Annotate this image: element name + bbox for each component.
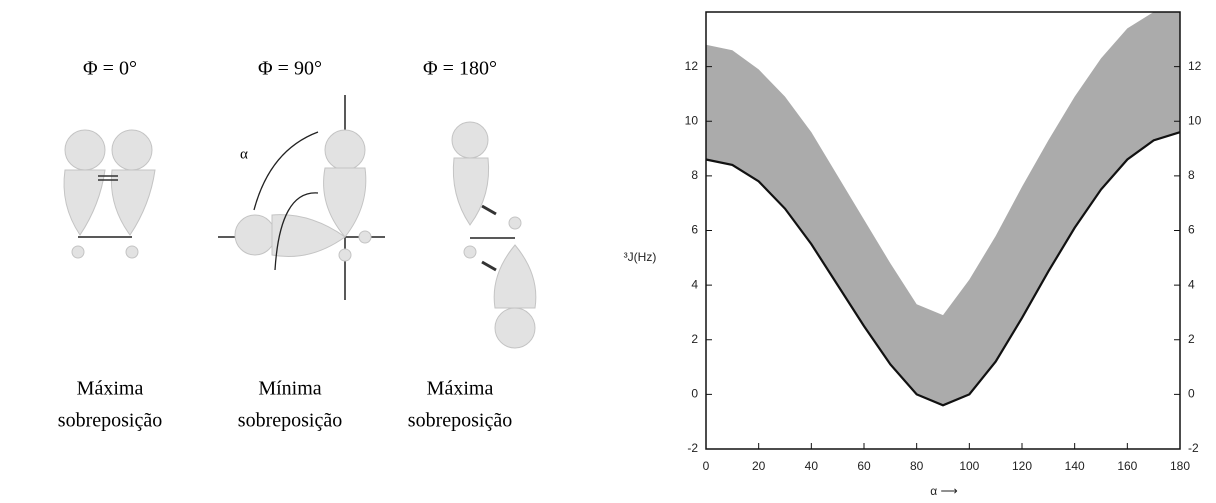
x-axis-label: α ⟶ [930, 484, 957, 498]
orbital [63, 169, 106, 236]
x-tick-label: 60 [857, 459, 871, 473]
y-axis-label: ³J(Hz) [624, 250, 657, 264]
orbital [463, 245, 477, 259]
angle-label: α [240, 146, 248, 162]
orbital [71, 245, 85, 259]
panel-caption: sobreposição [408, 410, 512, 432]
y-tick-label: 0 [691, 387, 698, 401]
orbital [452, 157, 490, 226]
y-tick-label: 10 [685, 113, 699, 127]
x-tick-label: 120 [1012, 459, 1032, 473]
orbital [125, 245, 139, 259]
y-tick-label: 8 [691, 168, 698, 182]
orbital [64, 129, 106, 171]
x-tick-label: 20 [752, 459, 766, 473]
y-tick-label: 2 [691, 332, 698, 346]
x-tick-label: 180 [1170, 459, 1190, 473]
panel-caption: Máxima [77, 378, 144, 400]
panel-title: Φ = 180° [423, 58, 497, 80]
y-tick-label-right: 10 [1188, 113, 1202, 127]
y-tick-label-right: 2 [1188, 332, 1195, 346]
panel-caption: Mínima [258, 378, 321, 400]
x-tick-label: 140 [1065, 459, 1085, 473]
orbital [493, 244, 537, 309]
y-tick-label: -2 [687, 441, 698, 455]
orbital-drawings: α [63, 95, 537, 349]
band-area [706, 12, 1180, 406]
bond [481, 204, 497, 216]
orbital [338, 248, 352, 262]
orbital [323, 167, 367, 238]
lower-curve [705, 131, 1181, 407]
panel-labels: Φ = 0° Máxima sobreposição Φ = 90° Mínima sob… [58, 58, 512, 432]
y-tick-label: 12 [685, 59, 699, 73]
orbital [111, 129, 153, 171]
y-tick-label-right: 8 [1188, 168, 1195, 182]
y-tick-label: 6 [691, 223, 698, 237]
panel-caption: sobreposição [58, 410, 162, 432]
arrow [253, 131, 319, 211]
y-tick-label-right: 6 [1188, 223, 1195, 237]
y-tick-label-right: 4 [1188, 277, 1195, 291]
bond [481, 260, 497, 272]
x-tick-label: 160 [1117, 459, 1137, 473]
y-tick-label-right: 12 [1188, 59, 1202, 73]
orbital [234, 214, 276, 256]
orbital [508, 216, 522, 230]
arrow [274, 192, 319, 271]
panel-caption: sobreposição [238, 410, 342, 432]
x-tick-label: 0 [703, 459, 710, 473]
panel-title: Φ = 0° [83, 58, 137, 80]
x-tick-label: 40 [805, 459, 819, 473]
orbital [324, 129, 366, 171]
x-tick-label: 80 [910, 459, 924, 473]
panel-title: Φ = 90° [258, 58, 322, 80]
panel-caption: Máxima [427, 378, 494, 400]
orbital [110, 169, 156, 236]
orbital [494, 307, 536, 349]
orbital [451, 121, 489, 159]
orbital [271, 214, 346, 258]
orbital [358, 230, 372, 244]
x-tick-label: 100 [959, 459, 979, 473]
y-tick-label-right: -2 [1188, 441, 1199, 455]
y-tick-label-right: 0 [1188, 387, 1195, 401]
y-tick-label: 4 [691, 277, 698, 291]
